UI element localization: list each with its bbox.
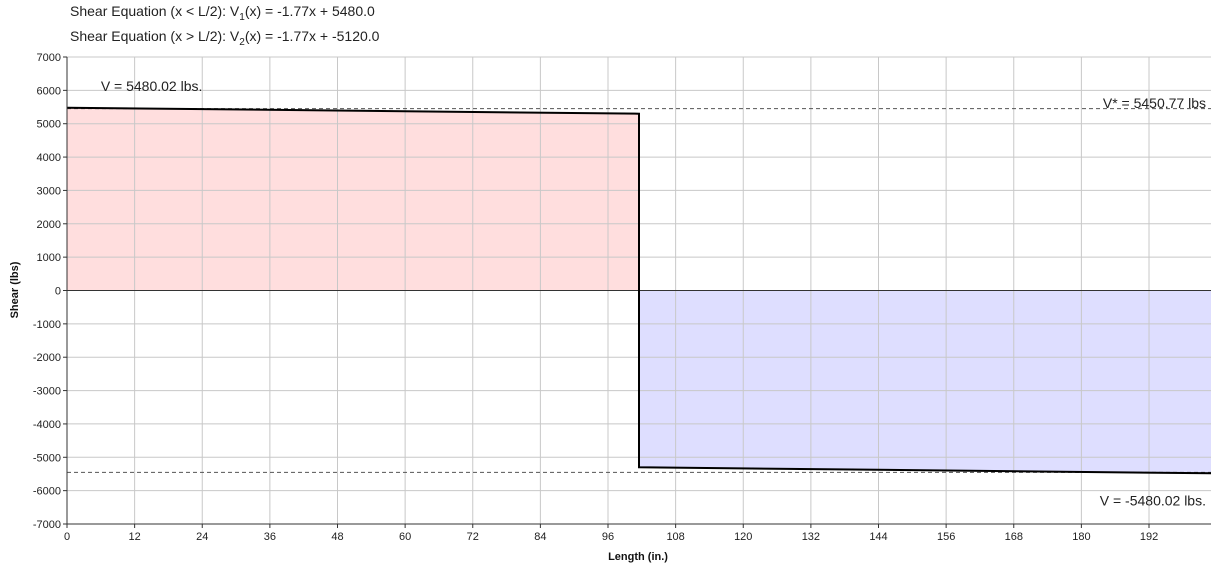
chart-series bbox=[66, 106, 1212, 475]
y-tick-label: 2000 bbox=[37, 219, 61, 231]
x-tick-label: 156 bbox=[937, 531, 955, 543]
shear-line bbox=[66, 106, 1212, 475]
y-tick-label: 4000 bbox=[37, 152, 61, 164]
y-tick-label: -3000 bbox=[33, 386, 61, 398]
annotation-label: V* = 5450.77 lbs bbox=[1103, 95, 1206, 111]
x-tick-label: 72 bbox=[467, 531, 479, 543]
x-tick-label: 24 bbox=[196, 531, 208, 543]
x-tick-label: 192 bbox=[1140, 531, 1158, 543]
x-tick-label: 60 bbox=[399, 531, 411, 543]
chart-ticks: 0 12 24 36 48 60 72 84 96 108 120 132 144 156 168 180 19… bbox=[33, 52, 1158, 543]
x-tick-label: 108 bbox=[666, 531, 684, 543]
area-fill-2 bbox=[639, 290, 1211, 474]
x-tick-label: 84 bbox=[534, 531, 546, 543]
x-tick-label: 96 bbox=[602, 531, 614, 543]
x-tick-label: 0 bbox=[64, 531, 70, 543]
y-tick-label: -2000 bbox=[33, 352, 61, 364]
y-tick-label: 0 bbox=[55, 286, 61, 298]
y-tick-label: -5000 bbox=[33, 452, 61, 464]
y-tick-label: 7000 bbox=[37, 52, 61, 64]
y-tick-label: -1000 bbox=[33, 319, 61, 331]
chart-annotations: V = 5480.02 lbs. V* = 5450.77 lbs V = -548… bbox=[101, 78, 1206, 509]
y-tick-label: -6000 bbox=[33, 486, 61, 498]
x-tick-label: 132 bbox=[802, 531, 820, 543]
equation-block: Shear Equation (x < L/2): V1(x) = -1.77x… bbox=[70, 2, 379, 52]
y-tick-label: 3000 bbox=[37, 185, 61, 197]
area-fill-1 bbox=[67, 107, 639, 291]
x-tick-label: 36 bbox=[264, 531, 276, 543]
y-tick-label: -4000 bbox=[33, 419, 61, 431]
equation-1: Shear Equation (x < L/2): V1(x) = -1.77x… bbox=[70, 3, 375, 23]
y-tick-label: -7000 bbox=[33, 519, 61, 531]
annotation-label: V = -5480.02 lbs. bbox=[1100, 493, 1206, 509]
x-tick-label: 120 bbox=[734, 531, 752, 543]
x-tick-label: 180 bbox=[1072, 531, 1090, 543]
y-axis-title: Shear (lbs) bbox=[9, 261, 21, 318]
x-tick-label: 48 bbox=[331, 531, 343, 543]
reference-lines bbox=[67, 108, 1211, 473]
x-tick-label: 144 bbox=[869, 531, 887, 543]
x-axis-title: Length (in.) bbox=[608, 551, 668, 563]
equation-2: Shear Equation (x > L/2): V2(x) = -1.77x… bbox=[70, 27, 380, 48]
y-tick-label: 6000 bbox=[37, 85, 61, 97]
x-tick-label: 12 bbox=[129, 531, 141, 543]
x-tick-label: 168 bbox=[1005, 531, 1023, 543]
chart-fills bbox=[67, 107, 1211, 474]
annotation-label: V = 5480.02 lbs. bbox=[101, 78, 203, 94]
y-tick-label: 5000 bbox=[37, 119, 61, 131]
y-tick-label: 1000 bbox=[37, 252, 61, 264]
